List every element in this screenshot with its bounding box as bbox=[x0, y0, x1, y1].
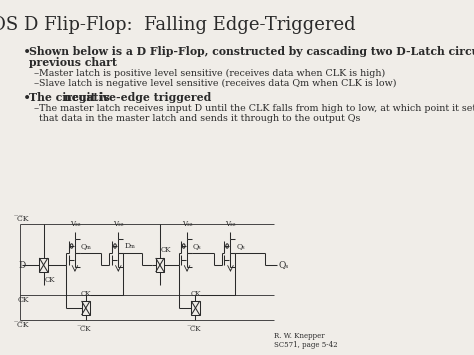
Text: Qₛ: Qₛ bbox=[279, 261, 289, 269]
Text: ̅C̅K: ̅C̅K bbox=[18, 215, 29, 223]
Text: V₂₂: V₂₂ bbox=[70, 220, 80, 228]
Bar bbox=[39, 258, 48, 272]
Text: Qₛ: Qₛ bbox=[193, 242, 202, 250]
Text: negative-edge triggered: negative-edge triggered bbox=[64, 92, 211, 103]
Text: CK: CK bbox=[190, 290, 201, 298]
Text: R. W. Knepper
SC571, page 5-42: R. W. Knepper SC571, page 5-42 bbox=[274, 332, 337, 349]
Bar bbox=[191, 301, 200, 315]
Text: CMOS D Flip-Flop:  Falling Edge-Triggered: CMOS D Flip-Flop: Falling Edge-Triggered bbox=[0, 16, 356, 34]
Text: Qₛ: Qₛ bbox=[237, 242, 245, 250]
Text: –: – bbox=[34, 69, 39, 78]
Bar bbox=[155, 258, 164, 272]
Text: ̅C̅K: ̅C̅K bbox=[18, 321, 29, 329]
Text: •: • bbox=[23, 46, 31, 60]
Text: that data in the master latch and sends it through to the output Qs: that data in the master latch and sends … bbox=[39, 114, 360, 123]
Text: Master latch is positive level sensitive (receives data when CLK is high): Master latch is positive level sensitive… bbox=[39, 69, 385, 78]
Text: –: – bbox=[34, 79, 39, 88]
Text: The circuit is: The circuit is bbox=[29, 92, 114, 103]
Text: –: – bbox=[34, 104, 39, 113]
Text: D: D bbox=[19, 261, 26, 269]
Text: previous chart: previous chart bbox=[29, 57, 117, 68]
Text: V₂₂: V₂₂ bbox=[182, 220, 192, 228]
Text: Slave latch is negative level sensitive (receives data Qm when CLK is low): Slave latch is negative level sensitive … bbox=[39, 79, 396, 88]
Text: Shown below is a D Flip-Flop, constructed by cascading two D-Latch circuits from: Shown below is a D Flip-Flop, constructe… bbox=[29, 46, 474, 57]
Text: The master latch receives input D until the CLK falls from high to low, at which: The master latch receives input D until … bbox=[39, 104, 474, 113]
Text: Qₘ: Qₘ bbox=[81, 242, 92, 250]
Text: CK: CK bbox=[161, 246, 172, 254]
Text: ̅C̅K: ̅C̅K bbox=[81, 325, 91, 333]
Text: •: • bbox=[23, 92, 31, 106]
Text: V₂₂: V₂₂ bbox=[113, 220, 124, 228]
Text: Dₘ: Dₘ bbox=[124, 242, 135, 250]
Bar bbox=[82, 301, 90, 315]
Text: CK: CK bbox=[18, 296, 29, 304]
Text: CK: CK bbox=[81, 290, 91, 298]
Text: V₂₂: V₂₂ bbox=[225, 220, 236, 228]
Text: ̅C̅K: ̅C̅K bbox=[190, 325, 201, 333]
Text: CK: CK bbox=[45, 276, 55, 284]
